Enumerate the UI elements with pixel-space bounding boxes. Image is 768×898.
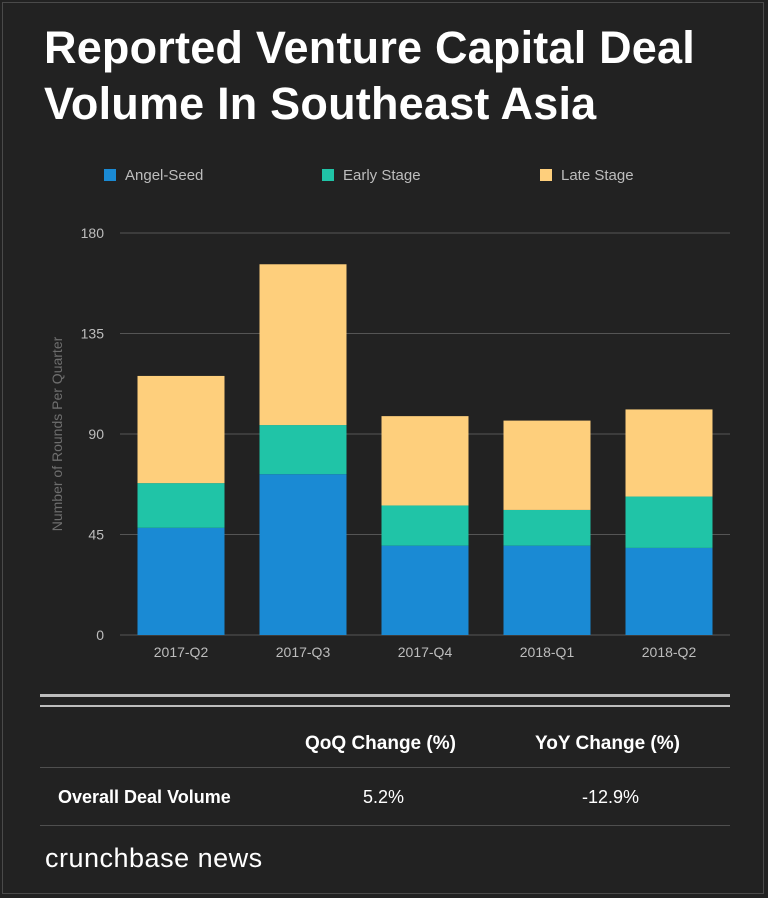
table-top-rule	[40, 694, 730, 697]
table-row-separator	[40, 767, 730, 768]
x-tick-label: 2017-Q2	[154, 644, 209, 660]
legend-label: Early Stage	[343, 167, 421, 184]
y-axis-title: Number of Rounds Per Quarter	[49, 336, 65, 531]
legend-swatch-early-stage	[322, 169, 334, 181]
x-tick-label: 2018-Q1	[520, 644, 575, 660]
x-tick-label: 2017-Q3	[276, 644, 331, 660]
stacked-bar-chart: 0 45 90 135 180 Number of Rounds Per Quarter A…	[49, 167, 730, 660]
bar-early-stage-2018-q1	[503, 509, 591, 546]
bar-early-stage-2017-q4	[381, 505, 469, 546]
bar-late-stage-2017-q4	[381, 416, 469, 506]
bar-angel-seed-2017-q3	[259, 474, 347, 635]
yoy-value: -12.9%	[582, 787, 640, 807]
bar-late-stage-2017-q2	[137, 375, 225, 484]
y-tick-label: 135	[81, 326, 105, 342]
crunchbase-news-logo: crunchbase news	[45, 843, 263, 873]
legend-swatch-late-stage	[540, 169, 552, 181]
qoq-header: QoQ Change (%)	[305, 733, 456, 754]
bar-angel-seed-2018-q2	[625, 547, 713, 635]
table-bottom-separator	[40, 825, 730, 826]
bar-late-stage-2017-q3	[259, 264, 347, 426]
bar-early-stage-2018-q2	[625, 496, 713, 548]
overall-deal-volume-label: Overall Deal Volume	[58, 787, 231, 807]
bar-late-stage-2018-q2	[625, 409, 713, 497]
x-tick-label: 2017-Q4	[398, 644, 453, 660]
y-tick-label: 45	[88, 527, 104, 543]
y-tick-label: 90	[88, 426, 104, 442]
table-top-rule-secondary	[40, 705, 730, 707]
legend-label: Angel-Seed	[125, 167, 203, 184]
legend-label: Late Stage	[561, 167, 634, 184]
bar-early-stage-2017-q3	[259, 425, 347, 475]
yoy-header: YoY Change (%)	[535, 733, 680, 754]
bar-angel-seed-2018-q1	[503, 545, 591, 635]
chart-title: Reported Venture Capital Deal Volume In …	[44, 22, 695, 129]
bar-late-stage-2018-q1	[503, 420, 591, 510]
bar-early-stage-2017-q2	[137, 483, 225, 528]
bar-angel-seed-2017-q2	[137, 527, 225, 635]
y-tick-label: 180	[81, 225, 105, 241]
y-tick-label: 0	[96, 627, 104, 643]
x-tick-label: 2018-Q2	[642, 644, 697, 660]
bar-angel-seed-2017-q4	[381, 545, 469, 635]
qoq-value: 5.2%	[363, 787, 405, 807]
legend-swatch-angel-seed	[104, 169, 116, 181]
